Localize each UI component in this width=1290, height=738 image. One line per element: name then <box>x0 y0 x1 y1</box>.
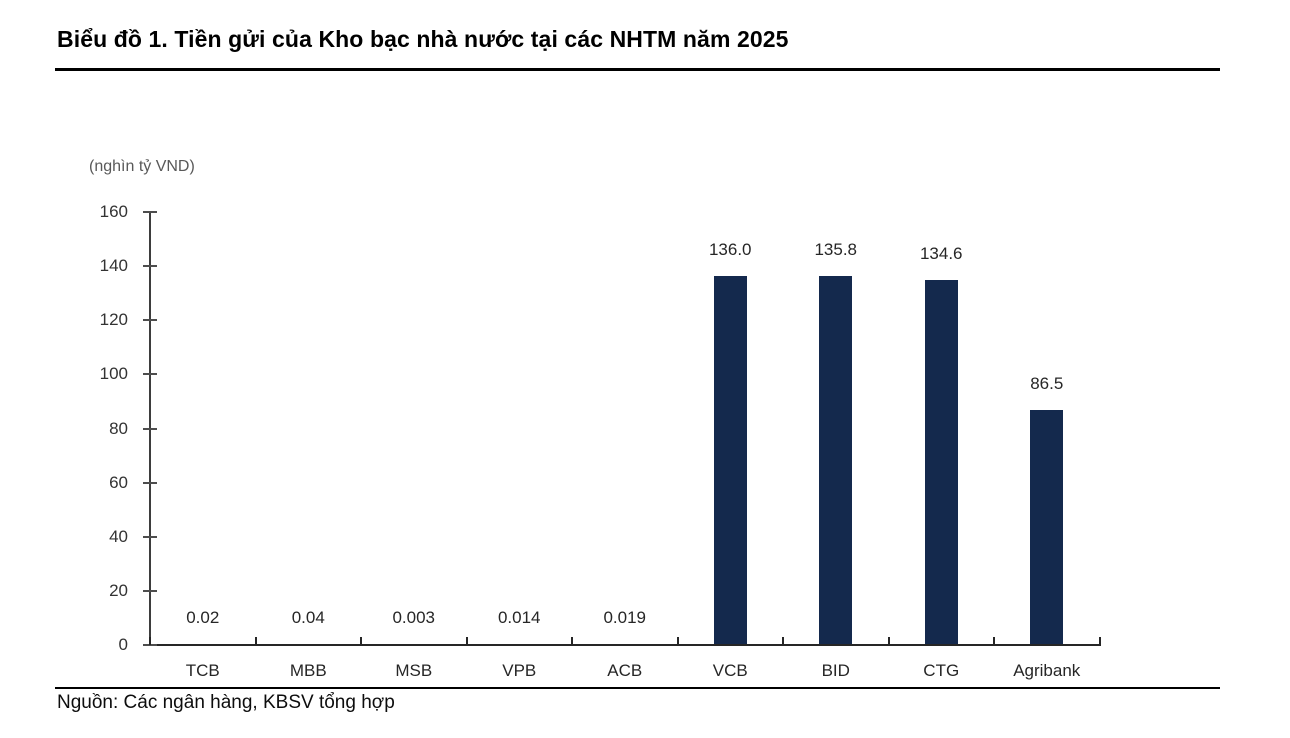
bar-value-label: 86.5 <box>1030 374 1064 393</box>
bar-value-label: 0.019 <box>603 608 647 627</box>
bar-value-label: 0.003 <box>392 608 436 627</box>
x-axis-tick-mark <box>993 637 995 645</box>
x-axis-tick-mark <box>676 637 679 645</box>
x-axis-tick-mark <box>149 637 151 645</box>
x-category-label-mbb: MBB <box>289 661 327 680</box>
bar-agribank <box>1030 410 1064 644</box>
x-axis-tick-mark <box>887 637 890 645</box>
x-axis-tick-mark <box>465 637 468 645</box>
y-tick-label: 80 <box>109 418 128 438</box>
y-tick-label: 0 <box>118 635 128 654</box>
bar-ctg <box>924 280 958 644</box>
y-tick-mark <box>143 481 157 484</box>
x-category-label-vpb: VPB <box>502 661 537 680</box>
y-tick-label: 160 <box>99 202 128 221</box>
y-tick-label: 20 <box>109 580 128 600</box>
y-tick-mark <box>143 589 157 592</box>
bar-value-label: 135.8 <box>814 240 858 259</box>
y-tick-mark <box>143 373 157 376</box>
x-category-label-acb: ACB <box>607 661 643 680</box>
bar-value-label: 0.014 <box>497 608 541 627</box>
y-tick-label: 60 <box>109 472 128 492</box>
source-note: Nguồn: Các ngân hàng, KBSV tổng hợp <box>57 692 395 713</box>
y-tick-mark <box>143 319 157 322</box>
x-axis-tick-mark <box>782 637 784 645</box>
footer-divider <box>55 687 1220 689</box>
y-tick-mark <box>143 644 157 646</box>
y-tick-label: 140 <box>99 256 128 276</box>
x-category-label-bid: BID <box>821 661 850 680</box>
bar-value-label: 0.02 <box>186 608 220 627</box>
title-divider <box>55 68 1220 71</box>
y-tick-label: 120 <box>99 310 128 330</box>
y-tick-mark <box>143 427 157 430</box>
x-axis-tick-mark <box>571 637 573 645</box>
y-axis-unit-label: (nghìn tỷ VND) <box>89 158 195 175</box>
bar-value-label: 0.04 <box>291 608 325 627</box>
x-category-label-tcb: TCB <box>185 661 220 680</box>
chart-title: Biểu đồ 1. Tiền gửi của Kho bạc nhà nước… <box>57 26 789 52</box>
x-category-label-msb: MSB <box>395 661 433 680</box>
y-tick-label: 40 <box>109 526 128 546</box>
bar-bid <box>819 276 853 644</box>
x-category-label-vcb: VCB <box>712 661 748 680</box>
y-tick-mark <box>143 265 157 268</box>
y-tick-mark <box>143 535 157 538</box>
bar-value-label: 136.0 <box>708 240 752 259</box>
bar-value-label: 134.6 <box>919 244 963 263</box>
x-category-label-agribank: Agribank <box>1013 661 1081 680</box>
x-axis-tick-mark <box>1098 637 1101 645</box>
y-tick-mark <box>143 211 157 213</box>
bar-vcb <box>713 276 747 644</box>
x-axis-tick-mark <box>360 637 362 645</box>
x-axis-line <box>148 644 1101 646</box>
x-category-label-ctg: CTG <box>923 661 960 680</box>
y-tick-label: 100 <box>99 364 128 384</box>
x-axis-tick-mark <box>254 637 257 645</box>
